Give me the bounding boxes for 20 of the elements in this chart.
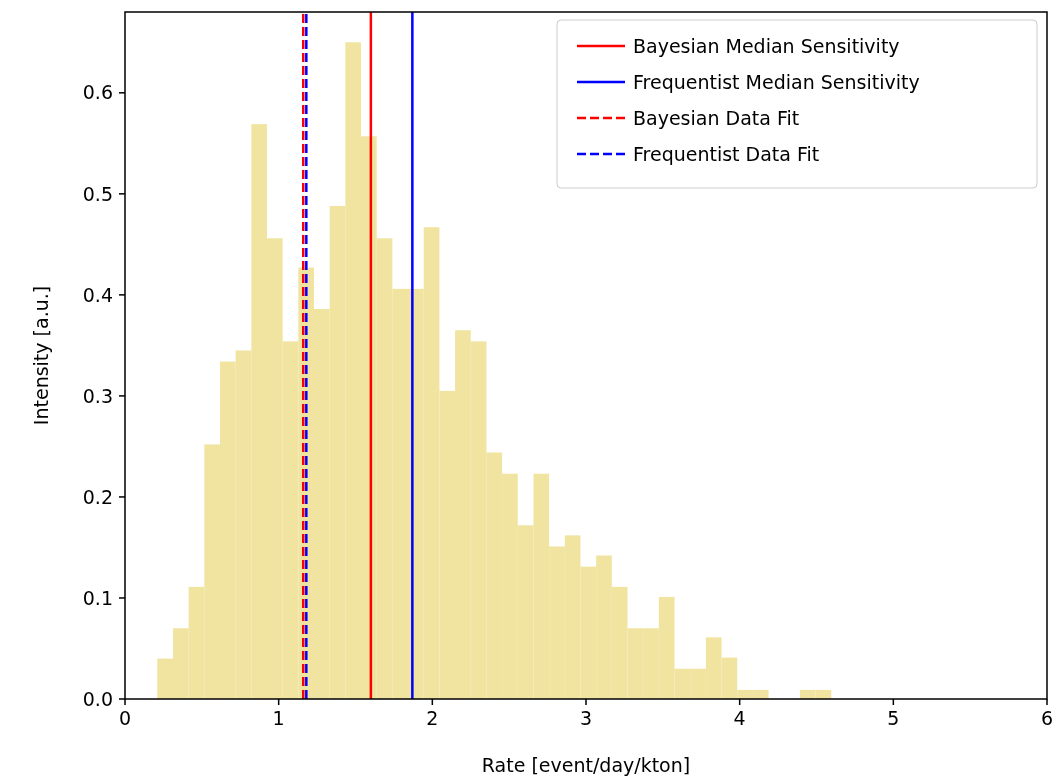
y-tick-label: 0.4 [82, 283, 113, 306]
x-tick-label: 4 [733, 707, 746, 729]
x-tick-label: 0 [118, 707, 132, 729]
y-axis-title: Intensity [a.u.] [30, 285, 52, 426]
legend-label: Bayesian Median Sensitivity [633, 34, 900, 57]
y-tick-label: 0.0 [82, 687, 113, 710]
x-tick-label: 5 [887, 707, 900, 729]
x-tick-label: 6 [1040, 707, 1054, 729]
y-tick-label: 0.1 [82, 586, 113, 609]
x-tick-label: 3 [579, 707, 593, 729]
x-tick-label: 2 [426, 707, 439, 729]
y-tick-label: 0.3 [82, 384, 113, 407]
legend-label: Frequentist Data Fit [633, 142, 820, 165]
y-tick-label: 0.2 [82, 485, 113, 508]
x-tick-label: 1 [272, 707, 285, 729]
x-axis-title: Rate [event/day/kton] [481, 754, 691, 776]
y-tick-label: 0.6 [82, 81, 113, 104]
legend-label: Bayesian Data Fit [633, 106, 800, 129]
y-tick-label: 0.5 [82, 182, 113, 205]
legend-label: Frequentist Median Sensitivity [633, 70, 920, 93]
